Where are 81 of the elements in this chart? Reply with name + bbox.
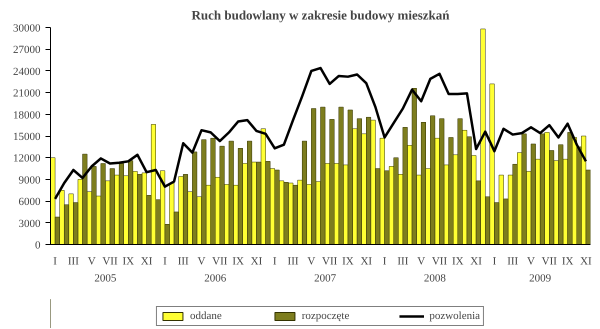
text: 2005 (94, 272, 117, 284)
x-tick-label: XI (360, 256, 372, 268)
x-tick-label: III (507, 256, 519, 268)
x-tick-label: IX (232, 256, 244, 268)
bar (356, 118, 362, 244)
bar (210, 138, 216, 244)
bar (420, 122, 426, 244)
x-tick-label: V (527, 256, 536, 268)
x-tick-label: III (178, 256, 190, 268)
bar (274, 170, 280, 244)
x-tick-label: V (198, 256, 206, 268)
text: 2006 (204, 272, 227, 284)
bar (430, 115, 436, 244)
text: 2009 (529, 272, 552, 284)
bar (558, 144, 564, 244)
x-tick-label: IX (342, 256, 354, 268)
bar (220, 146, 225, 244)
x-tick-label: III (288, 256, 299, 268)
x-tick-label: VII (432, 256, 448, 268)
y-tick-label: 6000 (18, 196, 41, 208)
x-tick-label: V (307, 256, 316, 268)
y-tick-label: 27000 (13, 44, 41, 56)
bar (402, 127, 408, 244)
x-tick-label: V (88, 256, 96, 268)
bar (182, 174, 188, 244)
x-tick-label: III (397, 256, 409, 268)
y-tick-label: 9000 (18, 174, 41, 186)
text: 2007 (314, 272, 337, 284)
y-tick-label: 30000 (13, 22, 41, 34)
bar (228, 140, 234, 244)
x-tick-label: I (382, 256, 387, 268)
x-tick-label: XI (580, 256, 592, 268)
x-tick-label: I (272, 256, 277, 268)
legend-label: oddane (190, 310, 222, 322)
y-tick-label: 0 (35, 240, 41, 252)
x-tick-label: I (53, 256, 58, 268)
bar (348, 110, 353, 244)
bar (110, 168, 115, 244)
chart-title: Ruch budowlany w zakresie budowy mieszkań (192, 8, 450, 22)
x-tick-label: VII (102, 256, 118, 268)
line-series (54, 66, 588, 200)
x-tick-label: VII (542, 256, 558, 268)
bar (530, 144, 536, 244)
bar (302, 140, 308, 244)
y-tick-label: 3000 (18, 218, 41, 230)
x-tick-label: VII (212, 256, 228, 268)
y-tick-label: 18000 (13, 109, 41, 122)
x-tick-label: I (492, 256, 497, 268)
y-tick-label: 12000 (13, 152, 41, 165)
bar (238, 148, 243, 244)
x-tick-label: I (163, 256, 168, 268)
x-tick-label: IX (122, 256, 134, 268)
bar (439, 118, 444, 244)
y-tick-label: 15000 (13, 131, 41, 143)
bar (393, 157, 399, 244)
bar (311, 108, 316, 244)
x-tick-label: IX (452, 256, 464, 268)
legend-label: pozwolenia (429, 310, 480, 322)
bar (201, 139, 206, 244)
x-tick-label: XI (470, 256, 482, 268)
text: 2008 (424, 272, 446, 284)
bar (91, 166, 97, 244)
bar (338, 106, 344, 244)
x-tick-label: XI (140, 256, 153, 268)
bar (192, 152, 198, 244)
x-tick-label: VII (322, 256, 338, 268)
bar (366, 116, 372, 244)
x-tick-label: III (68, 256, 80, 268)
legend-label: rozpoczęte (302, 310, 350, 322)
bar (247, 140, 252, 244)
y-tick-label: 24000 (13, 66, 41, 78)
x-tick-label: V (417, 256, 426, 268)
x-tick-label: XI (250, 256, 263, 268)
bar (118, 163, 124, 244)
bar (448, 137, 454, 244)
bar (320, 106, 326, 244)
y-tick-label: 21000 (13, 88, 41, 100)
x-tick-label: IX (562, 256, 574, 268)
bar (100, 163, 106, 244)
bar (329, 119, 334, 244)
bar (412, 88, 417, 244)
